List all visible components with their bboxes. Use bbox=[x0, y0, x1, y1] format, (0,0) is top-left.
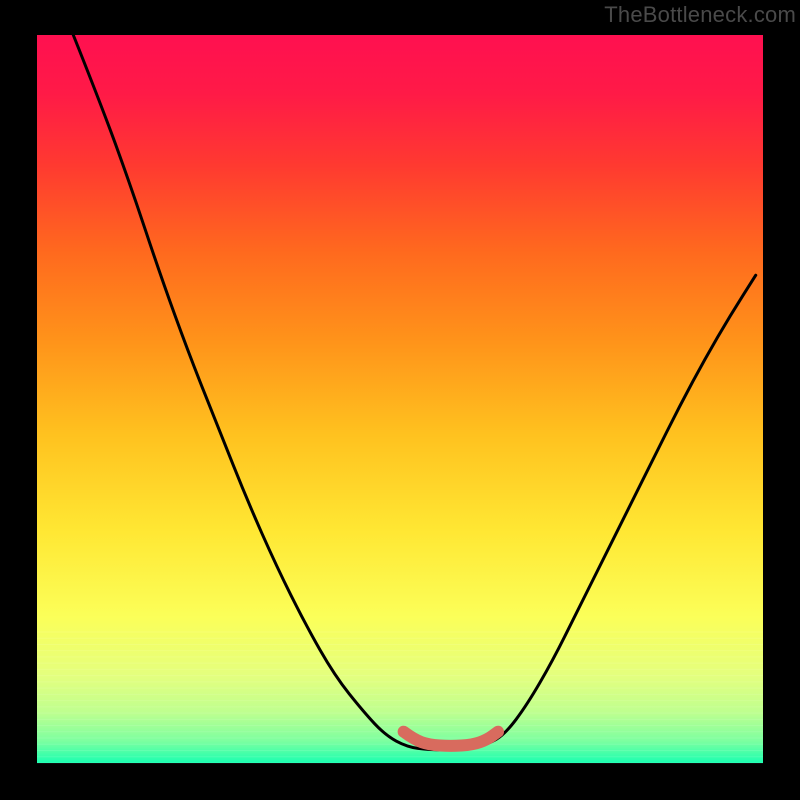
plot-background bbox=[37, 35, 763, 763]
bottleneck-curve-chart bbox=[0, 0, 800, 800]
chart-stage: TheBottleneck.com bbox=[0, 0, 800, 800]
watermark-label: TheBottleneck.com bbox=[604, 2, 796, 28]
